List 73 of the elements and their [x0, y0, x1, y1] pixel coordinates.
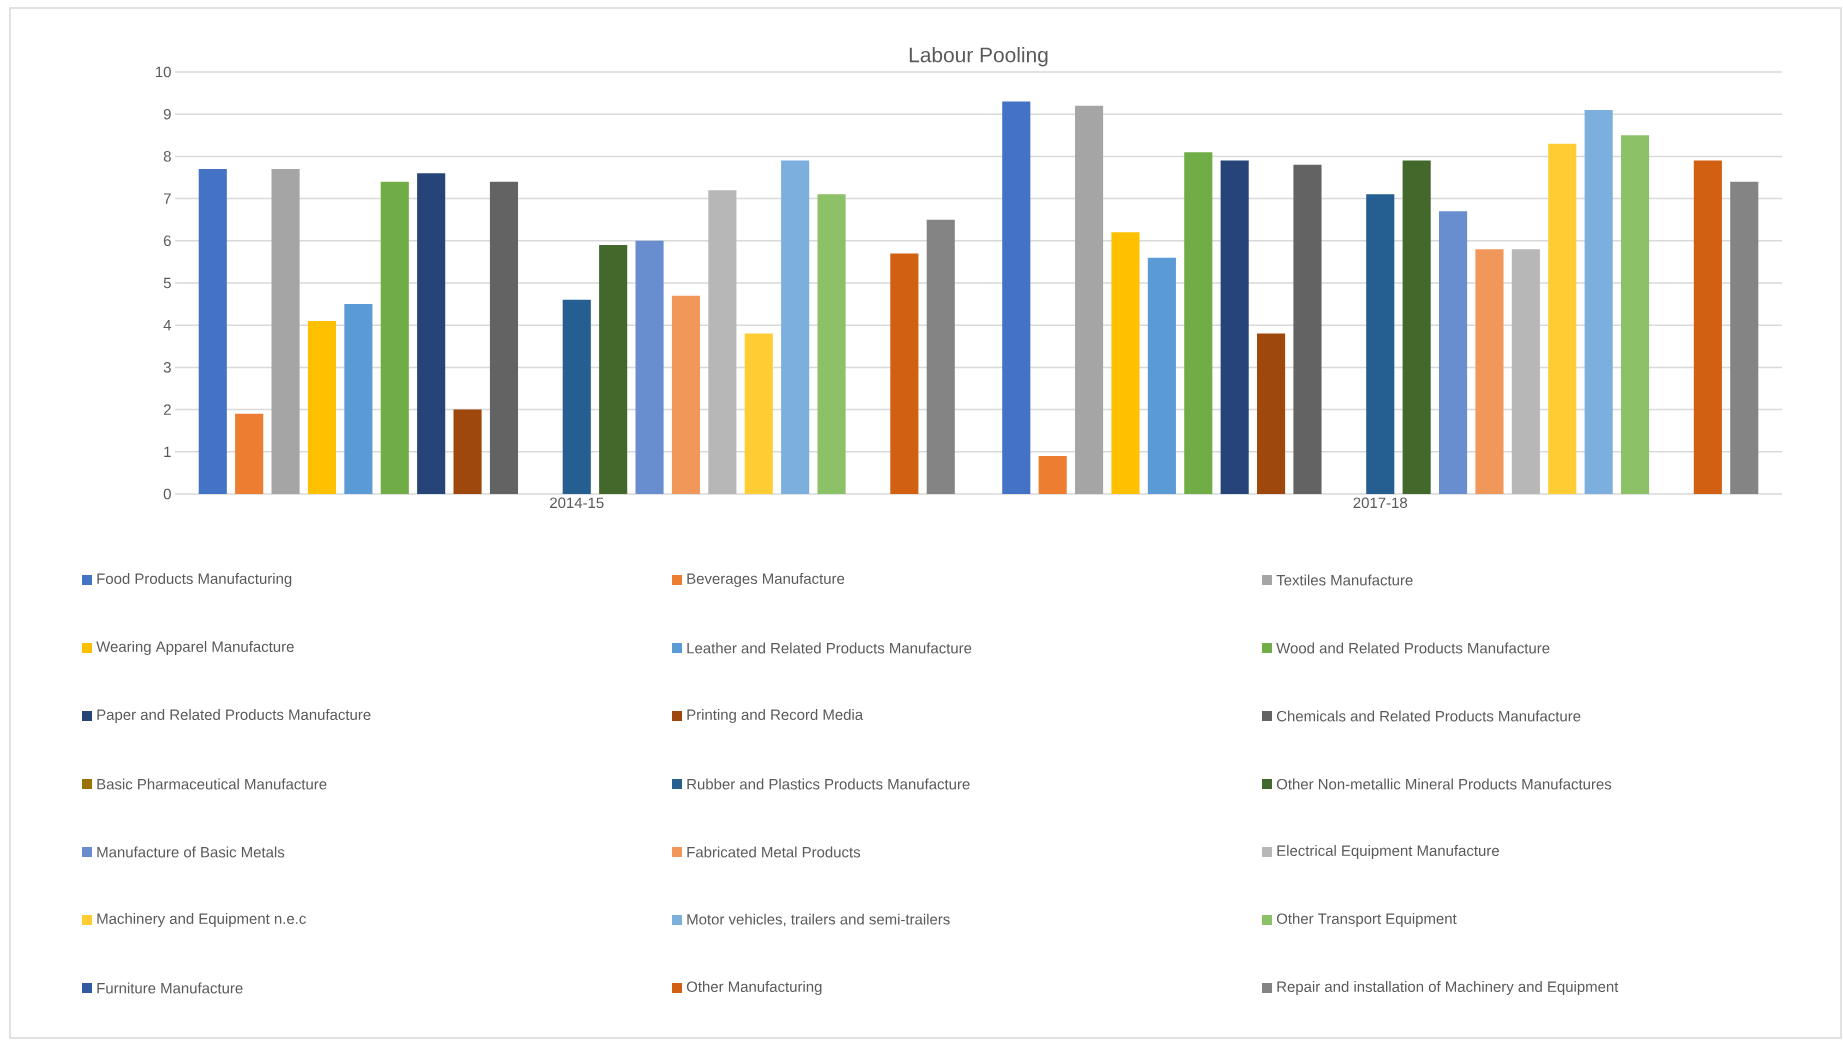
bar [453, 409, 482, 494]
legend-label: Electrical Equipment Manufacture [1277, 845, 1499, 859]
legend-label: Fabricated Metal Products [687, 846, 861, 858]
bar [1548, 143, 1577, 494]
y-tick-label: 10 [156, 66, 171, 78]
bar [1366, 194, 1395, 494]
legend-label: Chemicals and Related Products Manufacture [1276, 710, 1581, 722]
legend-label: Motor vehicles, trailers and semi-trailers [687, 913, 950, 927]
bar [744, 333, 773, 494]
bar [1075, 105, 1104, 494]
bar [1511, 249, 1540, 494]
legend-label: Other Manufacturing [686, 981, 822, 995]
bar [926, 219, 955, 494]
legend-label: Paper and Related Products Manufacture [97, 709, 371, 723]
bar [1220, 160, 1249, 494]
bar [1475, 249, 1504, 494]
bar [671, 295, 701, 494]
bar [599, 245, 628, 494]
legend-label: Wood and Related Products Manufacture [1276, 642, 1550, 654]
y-tick-label: 2 [163, 404, 171, 415]
legend-label: Beverages Manufacture [687, 573, 845, 587]
bar [890, 253, 919, 494]
bar [1584, 109, 1613, 494]
bar [1730, 181, 1759, 494]
legend-label: Repair and installation of Machinery and Equipment [1277, 981, 1619, 995]
bar [1293, 164, 1322, 494]
legend-label: Basic Pharmaceutical Manufacture [97, 778, 327, 790]
bar [271, 169, 300, 494]
bar [1257, 333, 1286, 494]
bar [562, 299, 591, 494]
legend-label: Wearing Apparel Manufacture [96, 641, 294, 655]
bar [1111, 232, 1140, 494]
y-tick-label: 6 [163, 235, 171, 247]
y-tick-label: 5 [163, 277, 171, 289]
x-tick-label: 2017-18 [1353, 497, 1408, 509]
y-tick-label: 9 [163, 108, 171, 120]
chart-title: Labour Pooling [909, 46, 1048, 67]
bar [1002, 101, 1031, 494]
legend-label: Machinery and Equipment n.e.c [97, 913, 306, 927]
legend-label: Textiles Manufacture [1276, 574, 1413, 586]
legend-label: Food Products Manufacturing [97, 573, 292, 587]
x-tick-label: 2014-15 [550, 497, 604, 509]
bar [489, 181, 519, 494]
y-tick-label: 3 [163, 362, 171, 373]
bar [781, 160, 810, 494]
bar [1693, 160, 1722, 494]
y-tick-label: 8 [163, 151, 171, 162]
bar [1184, 152, 1213, 494]
bar [198, 169, 227, 494]
bar [417, 173, 446, 494]
y-tick-label: 7 [163, 193, 171, 204]
bar [235, 413, 264, 494]
legend-label: Furniture Manufacture [97, 982, 243, 994]
bar [380, 181, 409, 494]
bar [1402, 160, 1431, 494]
bar [708, 190, 737, 494]
y-tick-label: 1 [164, 446, 171, 457]
legend-label: Leather and Related Products Manufacture [687, 642, 972, 654]
legend-label: Manufacture of Basic Metals [97, 846, 285, 858]
bar [307, 320, 337, 494]
bar [344, 304, 373, 494]
bar [1147, 257, 1176, 494]
bar [1439, 211, 1468, 494]
bar [1621, 135, 1650, 494]
bar [635, 240, 664, 494]
legend-label: Printing and Record Media [687, 709, 864, 723]
bar [817, 194, 846, 494]
legend-label: Rubber and Plastics Products Manufacture [687, 778, 970, 790]
y-tick-label: 4 [163, 320, 172, 331]
y-tick-label: 0 [163, 488, 171, 500]
legend-label: Other Transport Equipment [1276, 913, 1457, 927]
legend-label: Other Non-metallic Mineral Products Manufactures [1276, 778, 1612, 790]
bar [1038, 456, 1067, 494]
